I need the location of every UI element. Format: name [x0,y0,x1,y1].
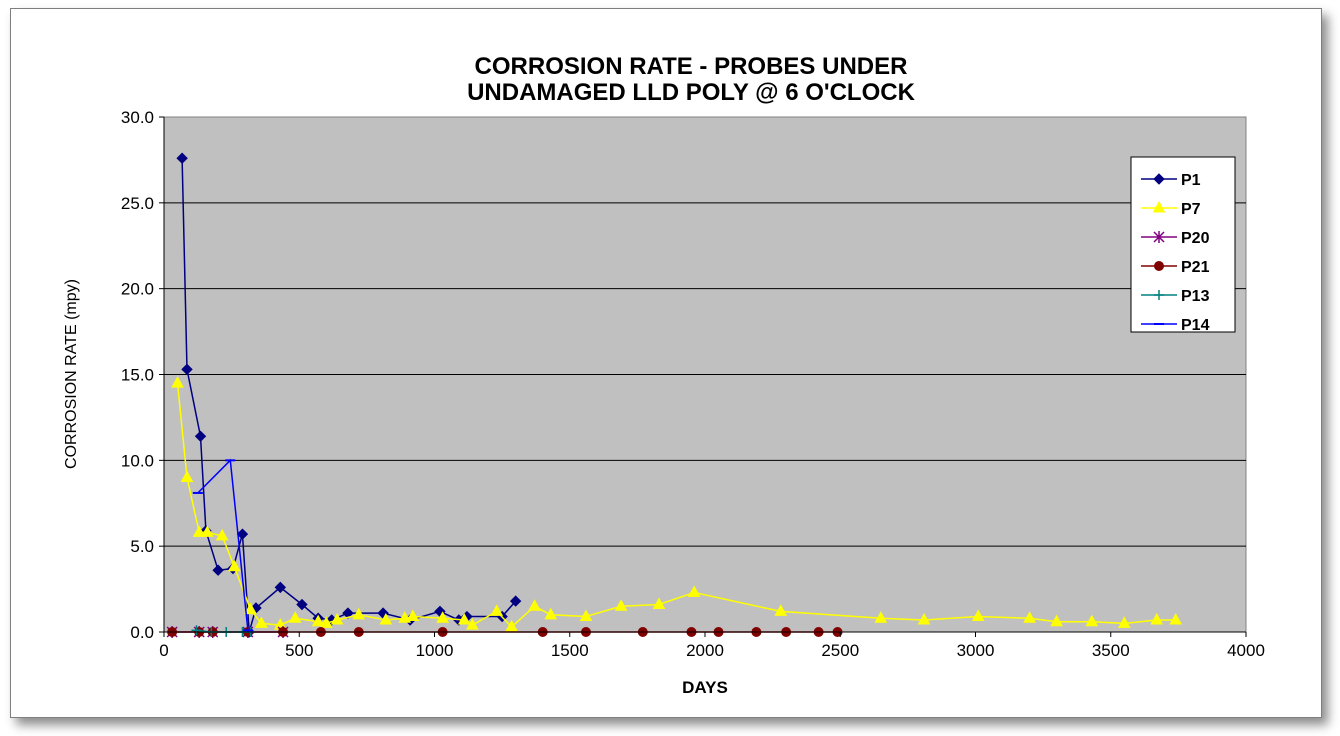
data-point-p7 [311,614,325,627]
x-tick-label: 3000 [957,641,995,660]
chart-title-line-2: UNDAMAGED LLD POLY @ 6 O'CLOCK [467,79,915,106]
legend-marker-p13 [1154,290,1164,300]
data-point-p7 [614,599,628,611]
data-point-p7 [1023,611,1036,623]
data-point-p7 [774,604,788,616]
data-point-p7 [528,599,541,611]
data-point-p7 [579,609,593,622]
chart-frame: CORROSION RATE - PROBES UNDER UNDAMAGED … [10,8,1322,718]
x-tick-label: 2500 [821,641,859,660]
data-point-p1 [212,564,224,576]
data-point-p7 [874,611,888,623]
x-tick-label: 0 [159,641,168,660]
x-tick-label: 2000 [686,641,724,660]
legend-marker-p1 [1153,173,1165,185]
legend-marker-p21 [1154,261,1164,271]
legend-label-p20: P20 [1181,230,1210,247]
y-axis-title: CORROSION RATE (mpy) [63,279,80,469]
chart-title-line-1: CORROSION RATE - PROBES UNDER [475,53,908,80]
data-point-p7 [466,618,479,630]
data-point-p7 [255,616,268,628]
data-point-p7 [288,611,302,623]
legend-label-p21: P21 [1181,259,1210,276]
data-point-p7 [171,376,184,388]
data-point-p7 [227,559,241,572]
x-tick-label: 1500 [551,641,589,660]
data-point-p7 [215,528,229,541]
data-point-p7 [180,470,194,482]
data-point-p7 [457,612,471,625]
y-tick-label: 20.0 [121,280,154,299]
data-point-p7 [652,597,666,610]
data-point-p7 [917,612,931,625]
x-axis-title: DAYS [682,678,728,697]
y-tick-label: 5.0 [130,537,154,556]
data-point-p1 [296,598,308,611]
data-point-p7 [1050,614,1063,627]
y-tick-label: 30.0 [121,108,154,127]
x-tick-label: 4000 [1227,641,1265,660]
legend-box [1130,156,1236,333]
data-point-p7 [192,525,206,537]
data-point-p7 [244,602,257,615]
legend-marker-p20 [1153,231,1165,243]
data-point-p7 [971,609,985,622]
legend-label-p13: P13 [1181,288,1210,305]
data-point-p1 [181,363,193,376]
data-point-p7 [544,607,558,620]
legend-label-p1: P1 [1181,172,1201,189]
series-p7 [171,376,1183,632]
legend-marker-p7 [1152,200,1166,213]
data-point-p7 [505,619,518,632]
legend-label-p14: P14 [1181,317,1210,334]
data-point-p7 [379,612,393,625]
data-point-p7 [406,609,420,622]
data-point-p7 [200,525,214,537]
legend: P1 P7 P20 P21 P13 P14 [1130,156,1236,334]
data-point-p1 [509,595,522,607]
data-point-p1 [176,152,188,164]
y-tick-label: 0.0 [130,623,154,642]
data-point-p7 [687,585,701,598]
y-tick-label: 15.0 [121,366,154,385]
data-point-p7 [1150,612,1164,625]
data-point-p7 [319,616,333,628]
x-tick-label: 3500 [1092,641,1130,660]
data-point-p7 [1117,616,1131,628]
data-point-p1 [194,430,207,443]
y-tick-label: 10.0 [121,451,154,470]
y-tick-label: 25.0 [121,194,154,213]
x-tick-label: 1000 [416,641,454,660]
data-point-p1 [274,581,287,594]
data-point-p7 [490,604,504,616]
data-point-p7 [1085,614,1099,627]
legend-label-p7: P7 [1181,201,1201,218]
data-point-p13 [191,625,202,636]
data-point-p7 [436,611,449,623]
data-point-p1 [236,528,249,540]
data-point-p7 [352,607,366,620]
x-tick-label: 500 [285,641,313,660]
data-point-p7 [330,612,344,625]
chart-canvas: CORROSION RATE - PROBES UNDER UNDAMAGED … [63,53,1265,697]
series-p14 [192,458,253,632]
data-point-p7 [1169,612,1183,625]
